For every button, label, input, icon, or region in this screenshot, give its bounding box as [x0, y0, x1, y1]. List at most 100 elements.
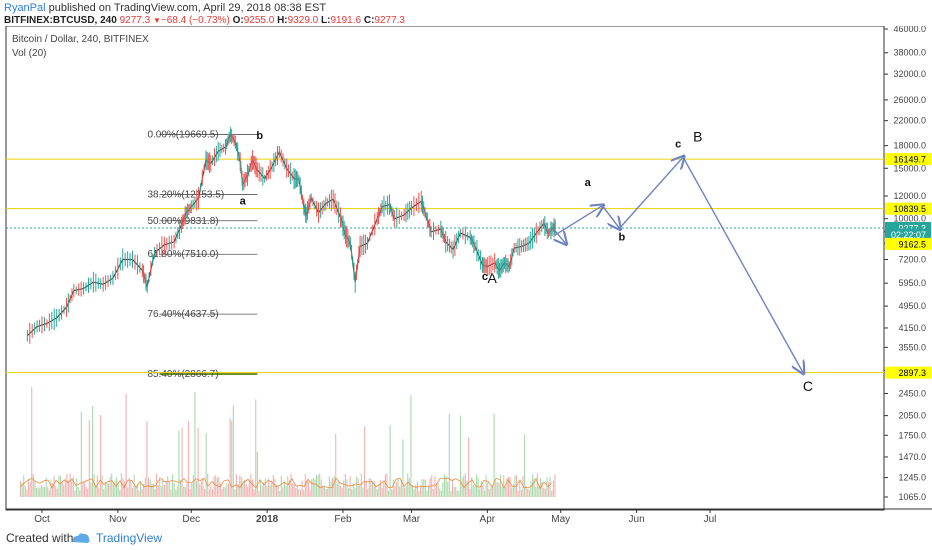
projection-arrow[interactable] — [682, 156, 803, 372]
volume-bar — [112, 483, 114, 497]
volume-bar — [493, 413, 495, 497]
volume-bar — [519, 480, 521, 497]
volume-bar — [448, 414, 450, 497]
volume-bar — [415, 484, 417, 497]
down-arrow-icon: ▼ — [152, 16, 161, 25]
volume-bar — [176, 486, 178, 497]
volume-bar — [365, 480, 367, 497]
projection-arrow[interactable] — [555, 206, 602, 236]
volume-bar — [451, 479, 454, 497]
volume-bar — [469, 489, 471, 497]
level-price-label: 2897.3 — [898, 368, 926, 378]
volume-bar — [258, 490, 260, 497]
volume-bar — [439, 488, 441, 497]
volume-bar — [303, 489, 305, 497]
tradingview-brand[interactable]: TradingView — [96, 531, 163, 545]
volume-bar — [24, 485, 26, 497]
volume-bar — [107, 483, 110, 497]
volume-bar — [490, 486, 492, 497]
footer: Created with TradingView — [0, 526, 932, 550]
y-tick-label: 12000.0 — [893, 191, 926, 201]
x-tick-label: Dec — [182, 514, 200, 525]
volume-bar — [475, 474, 478, 497]
volume-bar — [496, 482, 498, 497]
volume-bar — [443, 474, 446, 497]
volume-bar — [114, 481, 116, 497]
volume-bar — [130, 480, 132, 497]
volume-bar — [64, 478, 66, 497]
volume-bar — [160, 486, 162, 497]
open-label: O: — [232, 15, 244, 26]
volume-bar — [67, 480, 70, 497]
volume-bar — [309, 489, 311, 497]
y-tick-label: 1065.0 — [898, 492, 926, 502]
volume-bar — [119, 490, 121, 497]
volume-bar — [123, 481, 126, 497]
volume-bar — [35, 487, 38, 497]
volume-bar — [51, 483, 54, 497]
volume-bar — [171, 474, 174, 497]
volume-bar — [325, 489, 327, 497]
y-tick-label: 4150.0 — [898, 323, 926, 333]
volume-bar — [271, 480, 273, 497]
volume-bar — [341, 487, 343, 497]
volume-bar — [535, 486, 537, 497]
wave-label: C — [803, 378, 813, 394]
volume-bar — [203, 488, 206, 497]
volume-bar — [21, 483, 23, 497]
volume-bar — [335, 433, 337, 497]
y-tick-label: 4950.0 — [898, 301, 926, 311]
volume-bar — [314, 479, 316, 497]
volume-bar — [248, 479, 250, 497]
projection-arrow[interactable] — [618, 157, 683, 229]
volume-bar — [507, 477, 510, 497]
wave-label: c — [482, 271, 488, 283]
volume-bar — [96, 475, 98, 497]
volume-bar — [255, 399, 257, 497]
volume-bar — [552, 480, 554, 497]
volume-bar — [211, 489, 214, 497]
volume-bar — [147, 477, 150, 497]
volume-bar — [195, 480, 198, 497]
volume-bar — [75, 478, 78, 497]
volume-bar — [421, 479, 423, 497]
volume-bar — [144, 477, 146, 497]
volume-bar — [63, 484, 65, 497]
volume-bar — [538, 485, 540, 497]
volume-bar — [232, 405, 234, 497]
projection-arrow[interactable] — [552, 228, 565, 243]
volume-bar — [458, 490, 460, 497]
volume-bar — [346, 479, 348, 497]
volume-bar — [192, 475, 194, 497]
price-tag-label: 02:22:07 — [891, 230, 926, 240]
x-tick-label: Jul — [704, 514, 717, 525]
volume-bar — [71, 480, 73, 497]
volume-bar — [155, 473, 158, 497]
volume-bar — [426, 490, 428, 497]
volume-bar — [397, 478, 399, 497]
volume-bar — [549, 476, 551, 497]
price-chart[interactable]: Bitcoin / Dollar, 240, BITFINEX Vol (20) 4… — [0, 26, 932, 526]
volume-bar — [437, 483, 439, 497]
y-tick-label: 10000.0 — [893, 214, 926, 224]
volume-bar — [288, 480, 290, 497]
y-tick-label: 22000.0 — [893, 116, 926, 126]
volume-bar — [327, 488, 329, 497]
x-tick-label: Oct — [34, 514, 50, 525]
volume-bar — [349, 476, 351, 497]
volume-bar — [339, 485, 342, 497]
volume-bar — [104, 482, 106, 497]
volume-bar — [240, 476, 242, 497]
volume-bar — [56, 488, 58, 497]
volume-bar — [330, 481, 332, 497]
projection-arrow[interactable] — [601, 205, 619, 229]
volume-bar — [42, 486, 44, 497]
volume-bar — [499, 474, 502, 497]
volume-bar — [216, 477, 218, 497]
volume-bar — [122, 478, 124, 497]
level-price-tag — [885, 153, 931, 166]
y-tick-label: 15000.0 — [893, 163, 926, 173]
volume-bar — [221, 489, 223, 497]
volume-bar — [219, 483, 222, 497]
author-link[interactable]: RyanPal — [4, 2, 46, 14]
